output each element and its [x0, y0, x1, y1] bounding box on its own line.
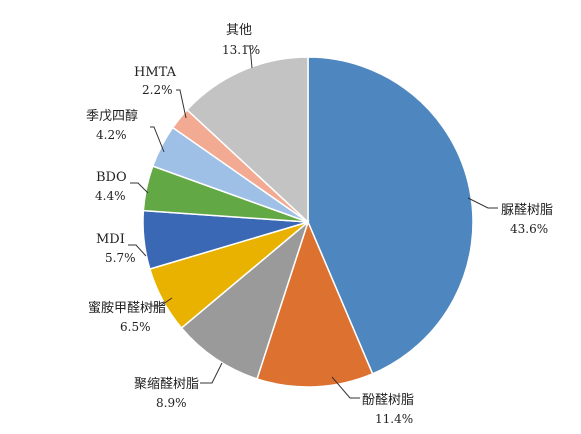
leader-line-7: [150, 126, 165, 153]
slice-name-label: BDO: [96, 170, 127, 185]
slice-percent-label: 2.2%: [142, 83, 173, 97]
slice-name-label: 其他: [226, 23, 252, 38]
slice-name-label: 季戊四醇: [86, 108, 138, 124]
slice-percent-label: 11.4%: [375, 412, 413, 426]
leader-line-8: [176, 89, 187, 119]
slice-name-label: HMTA: [134, 65, 177, 80]
slice-percent-label: 5.7%: [105, 251, 136, 265]
leader-line-3: [200, 362, 223, 384]
slice-percent-label: 13.1%: [222, 43, 260, 57]
pie-slice-1: [307, 56, 474, 375]
leader-line-4: [150, 297, 173, 307]
slice-percent-label: 6.5%: [120, 320, 151, 334]
slice-name-label: 脲醛树脂: [501, 202, 553, 218]
slice-percent-label: 43.6%: [510, 222, 548, 236]
slice-percent-label: 4.4%: [95, 189, 126, 203]
slice-name-label: 蜜胺甲醛树脂: [88, 300, 166, 316]
pie-slice-3: [180, 219, 310, 380]
slice-percent-label: 8.9%: [156, 396, 187, 410]
leader-line-5: [128, 244, 147, 257]
pie-slice-9: [185, 56, 309, 224]
leader-line-9: [246, 45, 253, 69]
leader-line-2: [331, 376, 360, 399]
leader-line-6: [130, 182, 149, 194]
leader-lines: [128, 45, 498, 399]
pie-slice-2: [256, 219, 374, 388]
slice-name-label: 聚缩醛树脂: [134, 376, 199, 392]
leader-line-1: [467, 197, 498, 209]
slice-name-label: MDI: [96, 232, 125, 247]
slice-labels: 脲醛树脂 43.6% 酚醛树脂 11.4% 聚缩醛树脂 8.9% 蜜胺甲醛树脂 6.5% MDI…: [86, 23, 553, 426]
pie-slices: [142, 56, 474, 388]
slice-name-label: 酚醛树脂: [362, 392, 414, 408]
slice-percent-label: 4.2%: [96, 128, 127, 142]
